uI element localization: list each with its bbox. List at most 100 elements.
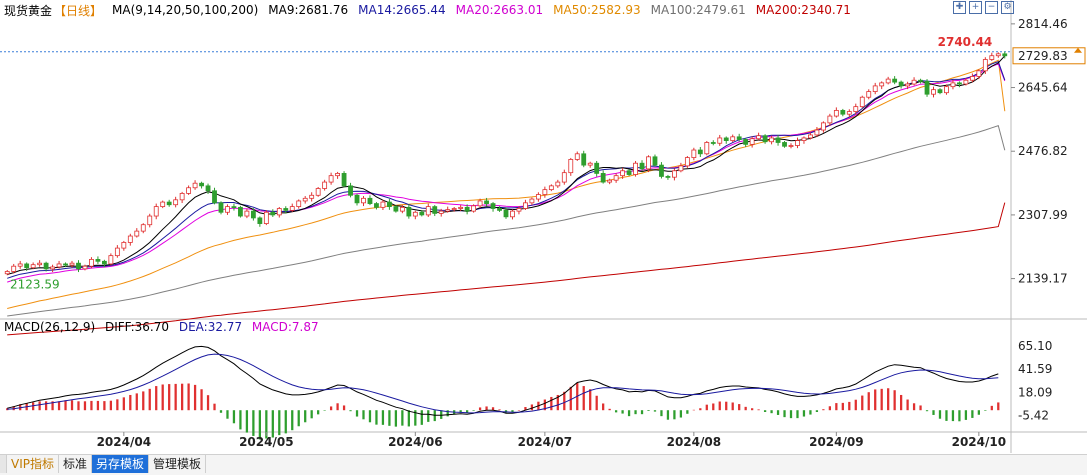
candle-body: [179, 193, 185, 201]
period-label[interactable]: 【日线】: [54, 3, 103, 18]
macd-tick-label: -5.42: [1018, 409, 1049, 423]
candle-body: [717, 137, 723, 144]
candle-body: [633, 162, 638, 175]
candle-body: [406, 206, 412, 217]
macd-bar: [245, 410, 249, 433]
candle-body: [503, 209, 509, 218]
candle-body: [769, 137, 774, 143]
macd-bar: [304, 410, 307, 423]
candle-body: [892, 78, 898, 83]
macd-bar: [291, 410, 294, 431]
price-tick-label: 2139.17: [1018, 272, 1068, 286]
macd-bar: [919, 405, 922, 411]
macd-bar: [219, 410, 223, 413]
macd-bar: [751, 408, 754, 411]
candle-body: [743, 139, 749, 145]
candle-body: [43, 262, 49, 270]
macd-bar: [161, 384, 164, 411]
macd-header: MACD(26,12,9) DIFF:36.70 DEA:32.77 MACD:…: [4, 320, 325, 334]
macd-bar: [893, 390, 896, 411]
macd-bar: [776, 410, 780, 415]
candle-body: [898, 81, 904, 87]
candle-body: [548, 185, 554, 191]
candle-body: [412, 211, 418, 217]
zoom-out-icon[interactable]: −: [985, 1, 998, 14]
candle-body: [678, 165, 684, 172]
candle-body: [445, 209, 451, 212]
ma14-value: MA14:2665.44: [358, 3, 446, 17]
candle-body: [646, 156, 651, 170]
candle-body: [199, 182, 204, 187]
macd-params[interactable]: MACD(26,12,9): [4, 320, 96, 334]
candle-body: [283, 208, 289, 211]
macd-bar: [103, 401, 106, 411]
candle-body: [296, 200, 302, 208]
zoom-in-icon[interactable]: +: [969, 1, 982, 14]
candle-body: [432, 206, 438, 214]
macd-bar: [258, 410, 261, 440]
macd-bar: [725, 401, 728, 411]
macd-bar: [660, 410, 663, 417]
candle-body: [471, 205, 477, 212]
macd-bar: [317, 410, 320, 415]
candle-body: [872, 85, 878, 92]
grid-layer: [0, 0, 1087, 453]
macd-bar: [70, 400, 74, 411]
tab-vip-indicator[interactable]: VIP指标: [7, 455, 59, 473]
ma9-line: [7, 55, 1006, 275]
candle-body: [322, 181, 328, 189]
ma14-line: [7, 60, 1006, 279]
macd-bar: [718, 401, 721, 411]
candle-body: [561, 172, 567, 183]
tab-standard[interactable]: 标准: [59, 455, 93, 473]
tab-manage-template[interactable]: 管理模板: [149, 455, 207, 473]
candle-body: [510, 210, 515, 218]
settings-icon[interactable]: ⚙: [1001, 1, 1014, 14]
candle-body: [665, 176, 671, 178]
macd-bar: [232, 410, 236, 424]
candle-body: [594, 162, 600, 174]
candle-body: [425, 206, 431, 216]
candle-body: [581, 153, 587, 166]
candle-body: [30, 264, 36, 269]
candle-body: [924, 80, 930, 95]
macd-bar: [323, 410, 326, 411]
candle-body: [639, 162, 645, 170]
candle-body: [853, 106, 859, 112]
candle-body: [756, 135, 762, 140]
candle-body: [937, 89, 943, 94]
ma-params[interactable]: MA(9,14,20,50,100,200): [112, 3, 259, 17]
price-tick-label: 2645.64: [1018, 81, 1068, 95]
macd-tick-label: 41.59: [1018, 362, 1052, 376]
macd-bar: [822, 409, 825, 411]
macd-bar: [511, 410, 514, 413]
tab-save-template[interactable]: 另存模板: [92, 455, 150, 473]
macd-bar: [738, 404, 741, 411]
macd-bar: [602, 403, 605, 411]
macd-bar: [51, 401, 54, 411]
candle-body: [1002, 53, 1008, 57]
candle-body: [257, 217, 263, 224]
candle-body: [600, 173, 606, 183]
macd-bar: [342, 405, 346, 411]
candle-body: [399, 206, 405, 212]
macd-bar: [848, 401, 851, 411]
crosshair-icon[interactable]: ✚: [953, 1, 966, 14]
date-tick-label: 2024/06: [388, 435, 442, 449]
macd-bar: [809, 410, 812, 415]
macd-bar: [705, 404, 708, 411]
candle-body: [659, 164, 664, 177]
candle-body: [328, 175, 334, 183]
macd-bar: [997, 402, 1000, 411]
ma100-value: MA100:2479.61: [650, 3, 746, 17]
candle-body: [160, 201, 166, 208]
candle-body: [976, 70, 982, 77]
macd-bar: [187, 383, 190, 411]
low-price-label: 2123.59: [10, 277, 60, 291]
macd-bar: [420, 410, 423, 425]
macd-bar: [148, 388, 151, 411]
candle-body: [691, 149, 697, 158]
candle-body: [801, 137, 807, 141]
macd-bar: [284, 410, 287, 434]
